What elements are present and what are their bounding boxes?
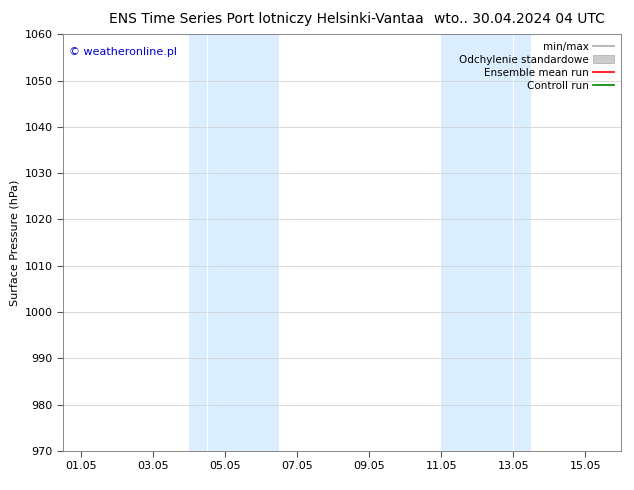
Text: ENS Time Series Port lotniczy Helsinki-Vantaa: ENS Time Series Port lotniczy Helsinki-V… — [109, 12, 424, 26]
Bar — [441, 34, 531, 451]
Y-axis label: Surface Pressure (hPa): Surface Pressure (hPa) — [10, 179, 19, 306]
Legend: min/max, Odchylenie standardowe, Ensemble mean run, Controll run: min/max, Odchylenie standardowe, Ensembl… — [455, 37, 618, 95]
Text: wto.. 30.04.2024 04 UTC: wto.. 30.04.2024 04 UTC — [434, 12, 605, 26]
Text: © weatheronline.pl: © weatheronline.pl — [69, 47, 177, 57]
Bar — [190, 34, 280, 451]
